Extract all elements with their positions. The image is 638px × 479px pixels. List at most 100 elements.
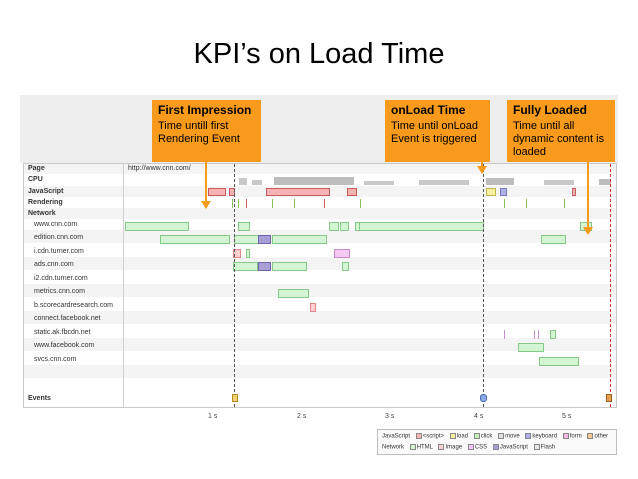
callout-title: First Impression [158,103,252,117]
net-request [246,249,250,258]
cpu-activity [364,181,394,185]
legend-item: click [480,433,493,440]
net-request [278,289,309,298]
js-load-block [486,188,496,196]
cpu-activity [599,179,611,185]
host-label: metrics.cnn.com [34,288,85,295]
legend-swatch [449,433,456,439]
event-marker [232,394,238,402]
callout-onload-time: onLoad Time Time until onLoad Event is t… [385,100,490,162]
cpu-activity [239,178,247,185]
host-label: svcs.cnn.com [34,356,77,363]
onload-line [483,164,484,407]
legend-item: JavaScript [499,444,528,451]
render-event [272,199,273,208]
net-request [233,249,241,258]
first-impression-arrowhead [201,201,211,209]
cpu-activity [252,180,262,185]
legend-swatch [533,444,540,450]
legend-swatch [587,433,594,439]
net-request [518,343,544,352]
onload-arrowhead [477,166,487,174]
legend: JavaScript <script> load click move keyb… [377,429,617,455]
row-stripe [24,208,616,219]
legend-item: other [594,433,609,440]
event-marker [606,394,612,402]
net-request [504,330,505,339]
host-label: www.cnn.com [34,221,78,228]
net-request [342,262,349,271]
row-stripe [24,338,616,351]
fully-loaded-line [610,164,611,407]
net-request [233,262,258,271]
net-request [359,222,484,231]
callout-desc: Time untill first Rendering Event [158,120,240,145]
callout-desc: Time until onLoad Event is triggered [391,120,479,145]
host-label: b.scorecardresearch.com [34,302,113,309]
net-request [539,357,579,366]
js-keyboard-block [500,188,507,196]
time-tick: 3 s [385,413,395,420]
first-render-line [234,164,235,407]
legend-item: Image [445,444,463,451]
legend-row-label: Network [382,444,405,451]
cpu-activity [419,180,469,185]
render-event [504,199,505,208]
net-request [272,235,327,244]
legend-item: keyboard [532,433,558,440]
host-label: connect.facebook.net [34,315,101,322]
row-label-javascript: JavaScript [28,188,64,195]
legend-item: form [569,433,582,440]
render-event [246,199,247,208]
callout-fully-loaded: Fully Loaded Time until all dynamic cont… [507,100,615,162]
row-stripe [24,284,616,297]
time-tick: 5 s [562,413,572,420]
render-event [238,199,239,208]
js-block [347,188,357,196]
render-event [360,199,361,208]
fully-loaded-arrowhead [583,227,593,235]
row-stripe [24,311,616,324]
legend-swatch [498,433,505,439]
legend-row-network: Network HTML Image CSS JavaScript Flash [382,444,555,451]
net-request [534,330,535,339]
event-marker [480,394,487,402]
cpu-activity [544,180,574,185]
host-label: ads.cnn.com [34,261,74,268]
label-column-divider [123,164,124,407]
waterfall-panel: Page CPU JavaScript Rendering Network ww… [23,163,617,408]
net-request [550,330,556,339]
host-label: i2.cdn.turner.com [34,275,88,282]
time-tick: 4 s [474,413,484,420]
legend-item: <script> [422,433,445,440]
host-label: static.ak.fbcdn.net [34,329,91,336]
legend-swatch [467,444,474,450]
legend-swatch [562,433,569,439]
legend-item: HTML [416,444,433,451]
legend-item: move [505,433,520,440]
net-request [329,222,339,231]
legend-item: CSS [474,444,488,451]
js-block [572,188,576,196]
row-stripe [24,164,616,174]
net-request [234,235,259,244]
net-request [541,235,566,244]
row-label-network: Network [28,210,56,217]
row-label-rendering: Rendering [28,199,63,206]
callout-desc: Time until all dynamic content is loaded [513,120,605,158]
render-event [324,199,325,208]
legend-swatch [409,444,416,450]
net-request [160,235,230,244]
host-label: www.facebook.com [34,342,95,349]
row-stripe [24,365,616,378]
legend-swatch [438,444,445,450]
net-request [258,235,271,244]
net-request [310,303,316,312]
page-url: http://www.cnn.com/ [128,165,191,172]
row-label-cpu: CPU [28,176,43,183]
legend-row-javascript: JavaScript <script> load click move keyb… [382,433,608,440]
js-block [208,188,226,196]
callout-first-impression: First Impression Time untill first Rende… [152,100,261,162]
cpu-activity [274,177,354,185]
render-event [526,199,527,208]
